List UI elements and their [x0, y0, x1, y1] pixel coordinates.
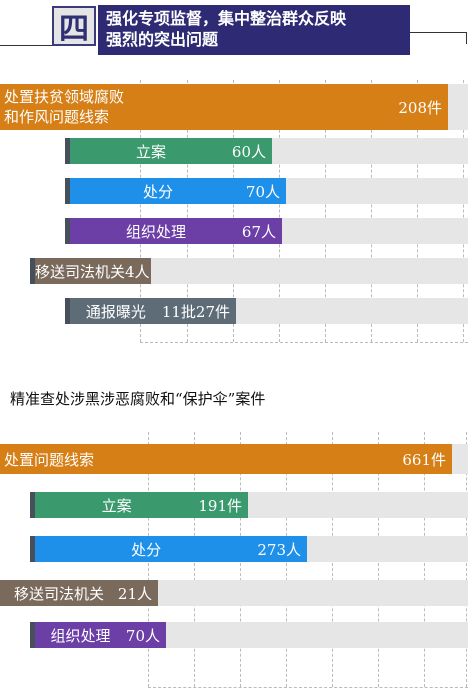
bar-category-label: 立案 [135, 142, 166, 161]
bar-value-label: 67人 [241, 222, 276, 241]
bar: 组织处理 67人 [70, 218, 282, 244]
bar-value-label: 208件 [398, 98, 442, 117]
header-rule-left [0, 45, 52, 46]
bar: 立案 191件 [35, 492, 248, 518]
bar-value-label: 21人 [117, 584, 152, 603]
bar: 通报曝光 11批27件 [70, 298, 236, 324]
bar-cap [30, 536, 35, 562]
chart-poverty-corruption: 处置扶贫领域腐败 和作风问题线索 208件 立案 60人 处分 70人 组织处理 67人 移送司法… [0, 80, 468, 343]
bar-cap [65, 218, 70, 244]
grid-line [417, 80, 418, 342]
page-title-line2: 强烈的突出问题 [106, 30, 219, 49]
bar-cap [65, 298, 70, 324]
bar-category-label: 处置问题线索 [4, 450, 95, 469]
bar: 立案 60人 [70, 138, 272, 164]
bar-value-label: 11批27件 [161, 302, 230, 321]
bar: 组织处理 70人 [35, 622, 166, 648]
grid-line [463, 80, 464, 342]
bar-cap [65, 138, 70, 164]
grid-line [233, 80, 234, 342]
header-rule-right-drop [466, 32, 467, 44]
grid-line [279, 80, 280, 342]
section-number-badge: 四 [52, 6, 96, 47]
bar-cap [30, 622, 35, 648]
bar-value-label: 70人 [245, 182, 280, 201]
bar-category-label: 移送司法机关 [35, 262, 126, 281]
bar-value-label: 70人 [125, 626, 160, 645]
page-title: 强化专项监督，集中整治群众反映 强烈的突出问题 [98, 5, 410, 55]
bar-cap [30, 492, 35, 518]
bar-category-label: 处置扶贫领域腐败 和作风问题线索 [0, 87, 398, 127]
bar-category-label: 处分 [142, 182, 173, 201]
bar: 处置扶贫领域腐败 和作风问题线索 208件 [0, 84, 448, 130]
bar-category-label: 组织处理 [50, 626, 111, 645]
bar-category-label: 处分 [131, 540, 162, 559]
header-rule-right [410, 32, 466, 33]
bar-category-label: 组织处理 [125, 222, 186, 241]
bar-cap [65, 178, 70, 204]
bar: 处置问题线索 661件 [0, 444, 452, 474]
bar: 处分 70人 [70, 178, 286, 204]
bar-value-label: 191件 [198, 496, 242, 515]
bar-cap [30, 258, 35, 284]
bar-value-label: 4人 [125, 262, 150, 281]
grid-line [187, 80, 188, 342]
page-title-line1: 强化专项监督，集中整治群众反映 [106, 9, 347, 28]
grid-line [325, 80, 326, 342]
grid-baseline [140, 342, 468, 343]
grid-baseline [148, 687, 468, 688]
bar: 移送司法机关 4人 [35, 258, 151, 284]
bar-category-label: 立案 [101, 496, 132, 515]
bar-category-label-line: 处置扶贫领域腐败 [4, 88, 125, 106]
bar-category-label: 通报曝光 [85, 302, 146, 321]
bar-value-label: 661件 [402, 450, 446, 469]
section2-title: 精准查处涉黑涉恶腐败和“保护伞”案件 [10, 390, 266, 408]
bar-value-label: 273人 [257, 540, 301, 559]
bar-category-label-line: 和作风问题线索 [4, 108, 110, 126]
grid-line [371, 80, 372, 342]
bar: 处分 273人 [35, 536, 307, 562]
chart-gang-corruption: 处置问题线索 661件立案 191件处分 273人移送司法机关 21人组织处理 70人 [0, 432, 468, 689]
grid-line [140, 80, 141, 342]
bar-value-label: 60人 [231, 142, 266, 161]
bar: 移送司法机关 21人 [0, 580, 158, 606]
bar-category-label: 移送司法机关 [13, 584, 104, 603]
